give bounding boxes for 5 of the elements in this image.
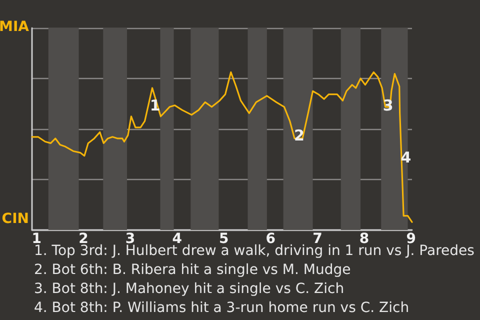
text: 2. Bot 6th: B. Ribera hit a single vs M. Mudge xyxy=(34,262,351,278)
text: 4. Bot 8th: P. Williams hit a 3-run home run vs C. Zich xyxy=(34,300,410,316)
text: 3. Bot 8th: J. Mahoney hit a single vs C. Zich xyxy=(34,281,344,297)
text: MIA xyxy=(0,19,30,35)
text: CIN xyxy=(2,211,30,227)
